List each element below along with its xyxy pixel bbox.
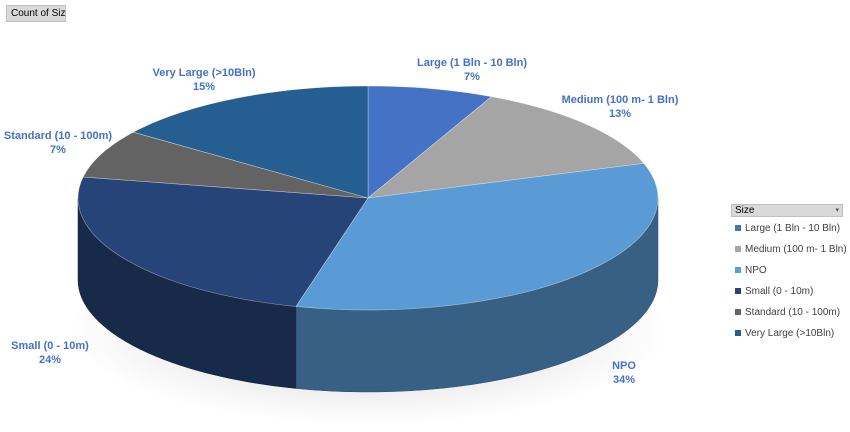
legend-header[interactable]: Size ▾ — [731, 204, 843, 217]
legend-swatch — [735, 225, 741, 231]
pie-slice-0[interactable] — [367, 85, 493, 199]
data-label-name-5: Very Large (>10Bln) — [152, 67, 255, 79]
data-label-name-0: Large (1 Bln - 10 Bln) — [417, 57, 527, 69]
pie-slice-2[interactable] — [295, 163, 659, 311]
legend-label: Small (0 - 10m) — [745, 286, 814, 297]
data-label-percent-0: 7% — [464, 71, 480, 83]
field-button-count-of-size[interactable]: Count of Size — [6, 5, 66, 22]
legend-item-5[interactable]: Very Large (>10Bln) — [731, 325, 843, 343]
legend-swatch — [735, 330, 741, 336]
pie-slice-1[interactable] — [367, 96, 645, 199]
legend-swatch — [735, 267, 741, 273]
pie-slice-5[interactable] — [132, 85, 369, 199]
legend-title: Size — [735, 205, 755, 216]
legend-label: Very Large (>10Bln) — [745, 328, 835, 339]
legend-item-4[interactable]: Standard (10 - 100m) — [731, 304, 843, 322]
legend-label: Large (1 Bln - 10 Bln) — [745, 223, 841, 234]
data-label-percent-5: 15% — [193, 81, 215, 93]
legend-swatch — [735, 246, 741, 252]
dropdown-arrow-icon[interactable]: ▾ — [835, 207, 839, 214]
data-label-name-2: NPO — [612, 360, 636, 372]
pie-slice-4[interactable] — [82, 131, 369, 199]
legend: Size ▾ Large (1 Bln - 10 Bln) Medium (100… — [731, 204, 847, 343]
legend-label: NPO — [745, 265, 767, 276]
legend-swatch — [735, 288, 741, 294]
legend-item-2[interactable]: NPO — [731, 262, 843, 280]
data-label-percent-1: 13% — [609, 108, 631, 120]
legend-label: Standard (10 - 100m) — [745, 307, 841, 318]
data-label-name-3: Small (0 - 10m) — [11, 340, 89, 352]
data-label-name-1: Medium (100 m- 1 Bln) — [562, 94, 679, 106]
legend-item-1[interactable]: Medium (100 m- 1 Bln) — [731, 241, 847, 259]
legend-item-0[interactable]: Large (1 Bln - 10 Bln) — [731, 220, 843, 238]
legend-label: Medium (100 m- 1 Bln) — [745, 244, 847, 255]
data-label-percent-2: 34% — [613, 374, 635, 386]
pie-slice-3[interactable] — [77, 176, 369, 307]
data-label-percent-3: 24% — [39, 354, 61, 366]
legend-swatch — [735, 309, 741, 315]
legend-item-3[interactable]: Small (0 - 10m) — [731, 283, 843, 301]
data-label-name-4: Standard (10 - 100m) — [4, 130, 113, 142]
data-label-percent-4: 7% — [50, 144, 66, 156]
